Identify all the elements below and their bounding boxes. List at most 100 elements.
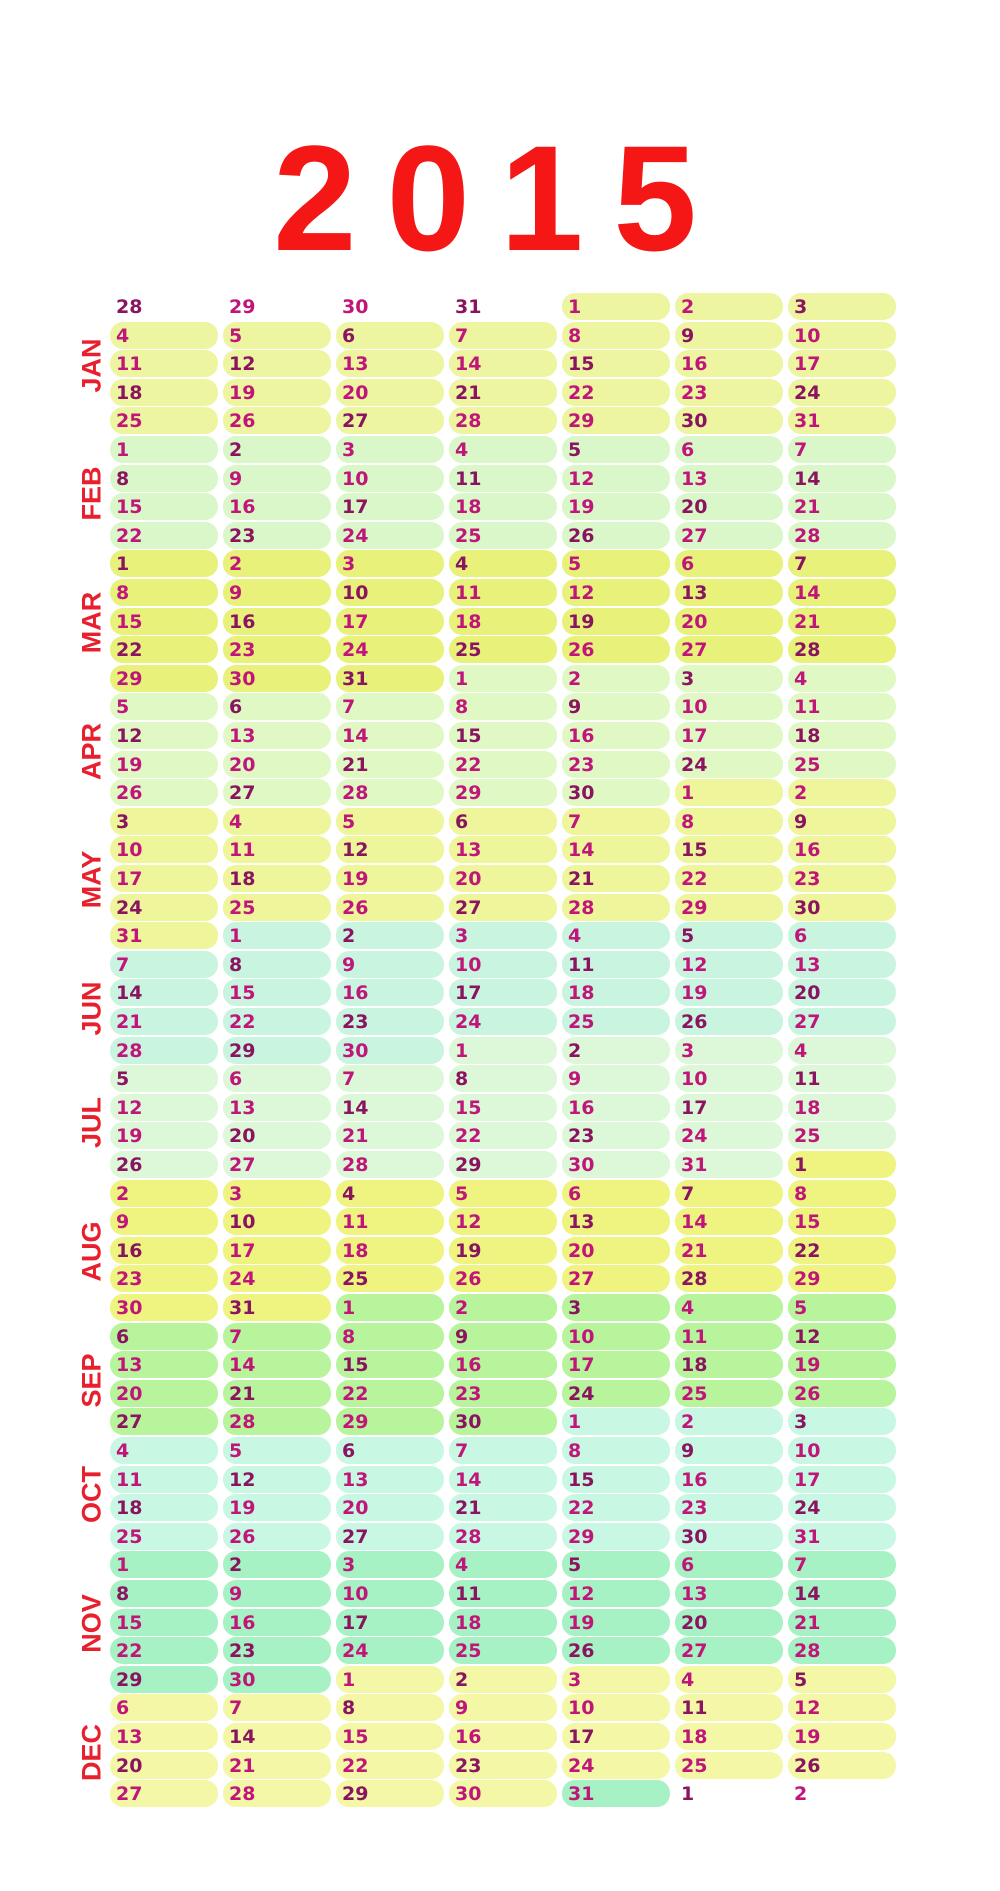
day-highlight [788,1408,896,1436]
day-number: 29 [568,410,595,433]
day-highlight [336,1580,444,1607]
day-number: 27 [342,1525,369,1548]
day-highlight [336,722,444,749]
day-number: 28 [794,639,821,662]
day-highlight [110,922,218,950]
day-highlight [223,1494,331,1522]
day-highlight [788,1608,896,1636]
day-number: 8 [342,1697,356,1720]
day-number: 18 [342,1239,369,1262]
day-number: 18 [568,982,595,1005]
day-number: 25 [455,1640,482,1663]
day-number: 22 [794,1239,821,1262]
day-highlight [110,407,218,435]
day-number: 2 [681,1411,695,1434]
day-highlight [336,807,444,835]
day-number: 10 [342,1583,369,1605]
day-number: 13 [681,582,708,604]
day-number: 29 [342,1411,369,1434]
day-number: 11 [681,1325,708,1348]
day-number: 25 [342,1268,369,1291]
day-highlight [223,779,331,807]
day-number: 14 [568,839,595,862]
day-highlight [562,1694,670,1722]
month-label-dec: DEC [76,1723,107,1781]
day-number: 15 [455,1096,482,1119]
day-number: 23 [229,1640,256,1663]
month-label-oct: OCT [76,1466,107,1524]
day-number: 25 [568,1011,595,1033]
day-highlight [449,550,557,578]
day-highlight [336,378,444,406]
day-number: 18 [229,868,256,890]
day-highlight [449,893,557,921]
day-highlight [788,1494,896,1522]
day-highlight [788,579,896,606]
day-number: 7 [794,439,808,461]
day-number: 26 [794,1754,821,1777]
day-highlight [675,722,783,749]
day-highlight [336,1723,444,1750]
day-number: 4 [681,1668,695,1691]
day-highlight [110,1151,218,1178]
day-highlight [223,750,331,778]
day-highlight [223,407,331,435]
day-highlight [562,1008,670,1035]
day-number: 23 [229,524,256,547]
day-number: 2 [794,1783,808,1806]
day-highlight [110,579,218,606]
day-highlight [223,607,331,635]
day-number: 31 [794,410,821,433]
day-highlight [336,1522,444,1550]
day-highlight [788,1751,896,1779]
day-highlight [223,1093,331,1121]
day-number: 2 [568,1039,582,1062]
day-number: 13 [229,725,256,747]
day-number: 28 [794,1640,821,1663]
day-highlight [788,1465,896,1493]
day-number: 9 [229,1583,243,1605]
day-highlight [449,1723,557,1750]
day-highlight [675,1208,783,1236]
day-highlight [788,636,896,664]
day-highlight [675,950,783,978]
day-number: 24 [342,524,369,547]
day-highlight [788,1351,896,1379]
day-highlight [223,321,331,349]
day-number: 12 [681,953,708,976]
day-number: 17 [342,610,369,633]
day-highlight [675,1008,783,1035]
day-highlight [449,1608,557,1636]
day-number: 23 [794,868,821,890]
day-number: 30 [229,667,256,690]
day-number: 20 [229,1125,256,1148]
day-highlight [223,378,331,406]
day-highlight [562,1265,670,1293]
day-highlight [562,579,670,606]
day-number: 12 [116,725,143,747]
day-number: 27 [229,1154,256,1176]
day-highlight [336,750,444,778]
day-highlight [788,1294,896,1321]
day-number: 7 [342,1068,356,1091]
day-highlight [675,521,783,549]
day-number: 29 [794,1268,821,1291]
day-number: 6 [342,324,356,347]
day-number: 25 [116,410,143,433]
day-number: 14 [455,353,482,376]
day-number: 2 [229,553,243,576]
day-highlight [562,1608,670,1636]
day-highlight [223,922,331,950]
day-highlight [449,607,557,635]
day-number: 24 [568,1754,595,1777]
day-number: 13 [342,1468,369,1491]
day-number: 27 [794,1011,821,1033]
day-number: 19 [116,753,143,776]
day-number: 1 [342,1297,356,1319]
day-number: 9 [568,696,582,719]
day-number: 28 [342,1154,369,1176]
day-highlight [336,1065,444,1093]
day-number: 3 [681,667,695,690]
month-label-sep: SEP [76,1353,107,1408]
day-number: 20 [342,1497,369,1520]
